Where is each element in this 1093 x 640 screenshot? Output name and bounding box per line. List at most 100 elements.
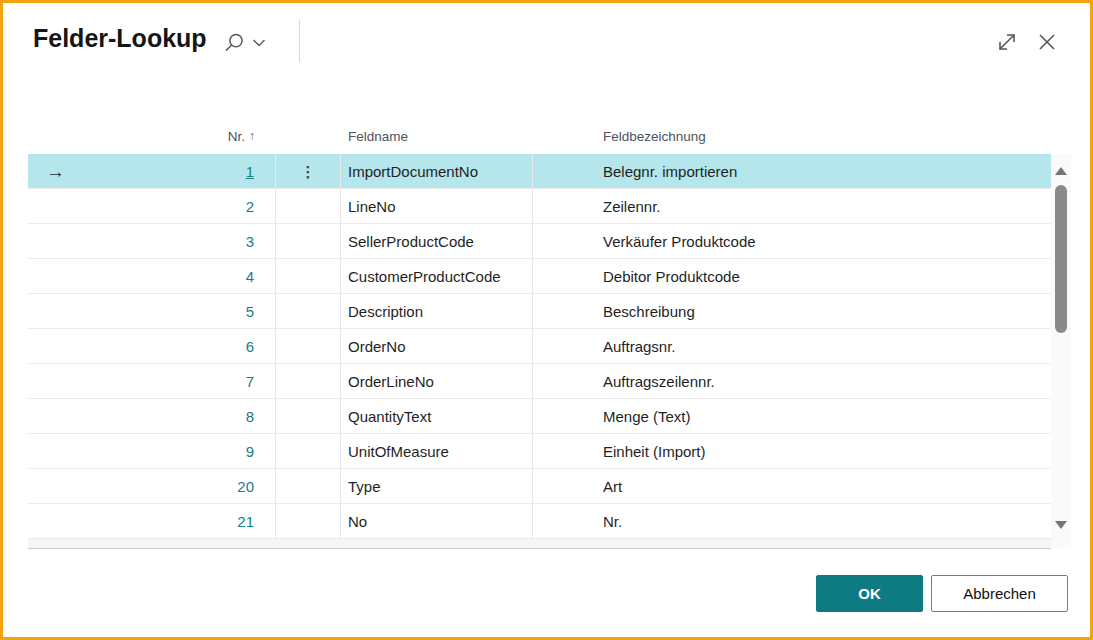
header-marker-spacer: [28, 118, 83, 154]
row-options-cell[interactable]: ⋮: [276, 329, 341, 363]
table-body: → 1 ⋮ ImportDocumentNo Belegnr. importie…: [28, 154, 1051, 539]
page-title: Felder-Lookup: [33, 24, 207, 53]
sort-ascending-icon: ↑: [249, 129, 255, 143]
nr-cell[interactable]: 8: [83, 399, 276, 433]
table-row[interactable]: → 2 ⋮ LineNo Zeilennr.: [28, 189, 1051, 224]
field-number-link[interactable]: 21: [237, 513, 254, 530]
column-header-feldbezeichnung[interactable]: Feldbezeichnung: [533, 118, 1051, 154]
field-number-link[interactable]: 9: [246, 443, 254, 460]
row-options-cell[interactable]: ⋮: [276, 399, 341, 433]
row-options-cell[interactable]: ⋮: [276, 434, 341, 468]
table-row[interactable]: → 20 ⋮ Type Art: [28, 469, 1051, 504]
feldbezeichnung-cell[interactable]: Menge (Text): [533, 399, 1051, 433]
table-row[interactable]: → 5 ⋮ Description Beschreibung: [28, 294, 1051, 329]
feldname-cell[interactable]: LineNo: [341, 189, 533, 223]
expand-icon: [995, 30, 1019, 54]
row-options-cell[interactable]: ⋮: [276, 469, 341, 503]
nr-cell[interactable]: 4: [83, 259, 276, 293]
current-row-marker-cell: →: [28, 329, 83, 363]
close-icon: [1035, 30, 1059, 54]
scrollbar-up-icon[interactable]: [1055, 167, 1067, 175]
cancel-button[interactable]: Abbrechen: [931, 575, 1068, 612]
field-number-link[interactable]: 3: [246, 233, 254, 250]
nr-cell[interactable]: 9: [83, 434, 276, 468]
feldbezeichnung-cell[interactable]: Art: [533, 469, 1051, 503]
feldbezeichnung-cell[interactable]: Verkäufer Produktcode: [533, 224, 1051, 258]
current-row-arrow-icon: →: [46, 162, 65, 181]
current-row-marker-cell: →: [28, 189, 83, 223]
column-header-feldname[interactable]: Feldname: [341, 118, 533, 154]
table-row[interactable]: → 8 ⋮ QuantityText Menge (Text): [28, 399, 1051, 434]
table-row[interactable]: → 7 ⋮ OrderLineNo Auftragszeilennr.: [28, 364, 1051, 399]
feldbezeichnung-cell[interactable]: Auftragszeilennr.: [533, 364, 1051, 398]
field-number-link[interactable]: 6: [246, 338, 254, 355]
title-bar: Felder-Lookup: [3, 3, 1090, 85]
table-footer-strip: [28, 539, 1051, 549]
feldname-cell[interactable]: OrderLineNo: [341, 364, 533, 398]
row-options-cell[interactable]: ⋮: [276, 294, 341, 328]
field-number-link[interactable]: 7: [246, 373, 254, 390]
nr-cell[interactable]: 5: [83, 294, 276, 328]
row-options-cell[interactable]: ⋮: [276, 364, 341, 398]
field-number-link[interactable]: 8: [246, 408, 254, 425]
row-options-cell[interactable]: ⋮: [276, 154, 341, 188]
expand-dialog-button[interactable]: [994, 29, 1020, 55]
nr-cell[interactable]: 2: [83, 189, 276, 223]
nr-cell[interactable]: 7: [83, 364, 276, 398]
table-row[interactable]: → 3 ⋮ SellerProductCode Verkäufer Produk…: [28, 224, 1051, 259]
field-number-link[interactable]: 5: [246, 303, 254, 320]
feldname-cell[interactable]: OrderNo: [341, 329, 533, 363]
field-number-link[interactable]: 2: [246, 198, 254, 215]
nr-cell[interactable]: 20: [83, 469, 276, 503]
current-row-marker-cell: →: [28, 399, 83, 433]
table-row[interactable]: → 4 ⋮ CustomerProductCode Debitor Produk…: [28, 259, 1051, 294]
ok-button[interactable]: OK: [816, 575, 923, 612]
titlebar-divider: [299, 20, 300, 62]
feldbezeichnung-cell[interactable]: Belegnr. importieren: [533, 154, 1051, 188]
feldname-cell[interactable]: No: [341, 504, 533, 538]
field-number-link[interactable]: 4: [246, 268, 254, 285]
current-row-marker-cell: →: [28, 259, 83, 293]
feldname-cell[interactable]: SellerProductCode: [341, 224, 533, 258]
close-dialog-button[interactable]: [1034, 29, 1060, 55]
vertical-scrollbar[interactable]: [1051, 154, 1071, 548]
row-options-cell[interactable]: ⋮: [276, 224, 341, 258]
feldbezeichnung-cell[interactable]: Zeilennr.: [533, 189, 1051, 223]
feldbezeichnung-cell[interactable]: Einheit (Import): [533, 434, 1051, 468]
column-header-nr[interactable]: Nr.↑: [83, 118, 276, 154]
search-icon: [223, 32, 245, 54]
nr-cell[interactable]: 6: [83, 329, 276, 363]
field-number-link[interactable]: 20: [237, 478, 254, 495]
feldname-cell[interactable]: ImportDocumentNo: [341, 154, 533, 188]
chevron-down-icon: [252, 38, 266, 48]
feldbezeichnung-cell[interactable]: Beschreibung: [533, 294, 1051, 328]
table-row[interactable]: → 9 ⋮ UnitOfMeasure Einheit (Import): [28, 434, 1051, 469]
feldname-cell[interactable]: Type: [341, 469, 533, 503]
feldname-cell[interactable]: QuantityText: [341, 399, 533, 433]
nr-cell[interactable]: 21: [83, 504, 276, 538]
feldbezeichnung-cell[interactable]: Nr.: [533, 504, 1051, 538]
table-row[interactable]: → 21 ⋮ No Nr.: [28, 504, 1051, 539]
nr-cell[interactable]: 1: [83, 154, 276, 188]
table-row[interactable]: → 1 ⋮ ImportDocumentNo Belegnr. importie…: [28, 154, 1051, 189]
field-number-link[interactable]: 1: [246, 163, 254, 180]
table-header-row: Nr.↑ Feldname Feldbezeichnung: [28, 118, 1051, 154]
feldbezeichnung-cell[interactable]: Debitor Produktcode: [533, 259, 1051, 293]
row-options-cell[interactable]: ⋮: [276, 504, 341, 538]
feldbezeichnung-cell[interactable]: Auftragsnr.: [533, 329, 1051, 363]
search-button[interactable]: [223, 28, 277, 58]
felder-lookup-dialog: Felder-Lookup: [0, 0, 1093, 640]
scrollbar-thumb[interactable]: [1055, 185, 1067, 333]
fields-table: Nr.↑ Feldname Feldbezeichnung → 1 ⋮ Impo…: [28, 118, 1051, 549]
current-row-marker-cell: →: [28, 469, 83, 503]
row-options-cell[interactable]: ⋮: [276, 189, 341, 223]
feldname-cell[interactable]: CustomerProductCode: [341, 259, 533, 293]
row-options-cell[interactable]: ⋮: [276, 259, 341, 293]
row-context-menu-icon[interactable]: ⋮: [301, 164, 316, 179]
scrollbar-down-icon[interactable]: [1055, 521, 1067, 529]
nr-cell[interactable]: 3: [83, 224, 276, 258]
table-row[interactable]: → 6 ⋮ OrderNo Auftragsnr.: [28, 329, 1051, 364]
current-row-marker-cell: →: [28, 224, 83, 258]
feldname-cell[interactable]: UnitOfMeasure: [341, 434, 533, 468]
feldname-cell[interactable]: Description: [341, 294, 533, 328]
